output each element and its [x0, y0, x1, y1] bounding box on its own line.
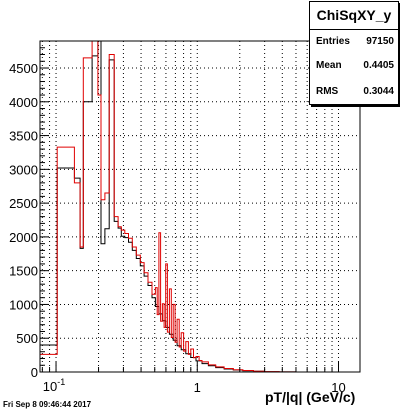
mean-label: Mean	[316, 60, 342, 71]
stats-box: ChiSqXY_y Entries 97150 Mean 0.4405 RMS …	[309, 1, 399, 105]
y-tick-label: 2000	[9, 230, 38, 245]
y-tick-label: 3500	[9, 129, 38, 144]
stats-row-rms: RMS 0.3044	[316, 84, 396, 100]
entries-label: Entries	[316, 36, 350, 47]
mean-value: 0.4405	[363, 60, 394, 71]
y-tick-label: 4500	[9, 61, 38, 76]
x-axis-label: pT/|q| (GeV/c)	[265, 389, 356, 405]
x-tick-label: 1	[194, 380, 201, 395]
plot-frame	[39, 40, 361, 373]
entries-value: 97150	[366, 36, 394, 47]
grid-lines	[40, 41, 360, 372]
tick-labels: 0 500 1000 1500 2000 2500 3000 3500 4000 4500 10-1…	[9, 61, 346, 395]
histogram-series-2	[39, 40, 360, 373]
plot-axes	[39, 40, 361, 373]
y-tick-label: 2500	[9, 196, 38, 211]
x-tick-label: 10-1	[43, 377, 65, 394]
y-tick-label: 1500	[9, 264, 38, 279]
y-tick-label: 500	[16, 331, 38, 346]
x-tick-label: 10	[331, 380, 345, 395]
stats-title: ChiSqXY_y	[310, 2, 398, 30]
y-tick-label: 1000	[9, 297, 38, 312]
rms-label: RMS	[316, 86, 339, 97]
y-tick-label: 0	[31, 365, 38, 380]
stats-row-mean: Mean 0.4405	[316, 58, 396, 74]
y-tick-label: 3000	[9, 162, 38, 177]
y-tick-label: 4000	[9, 95, 38, 110]
rms-value: 0.3044	[363, 86, 394, 97]
stats-row-entries: Entries 97150	[316, 34, 396, 50]
timestamp: Fri Sep 8 09:46:44 2017	[3, 400, 92, 409]
